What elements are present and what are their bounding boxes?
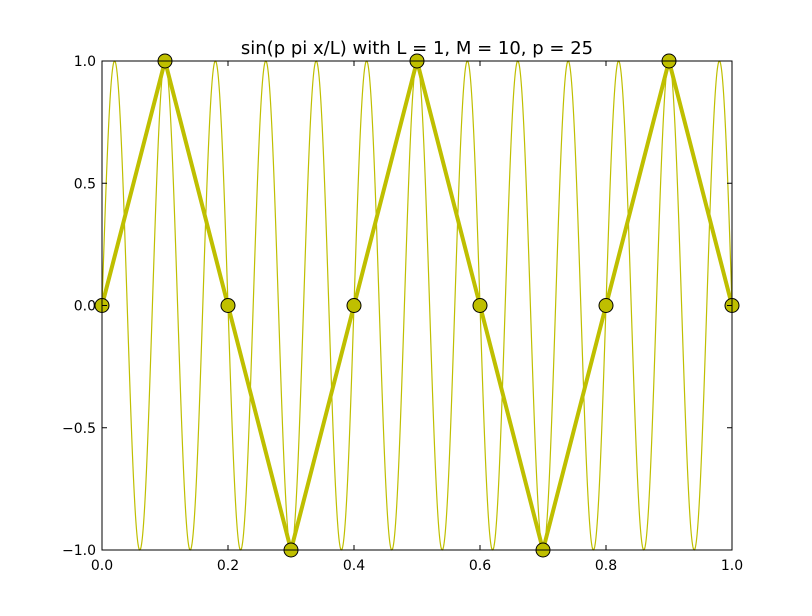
y-tick-label: −0.5 <box>62 421 96 437</box>
data-point <box>346 298 362 313</box>
x-tick-label: 1.0 <box>721 558 743 574</box>
data-point <box>220 298 236 313</box>
chart-title: sin(p pi x/L) with L = 1, M = 10, p = 25 <box>241 38 593 59</box>
x-tick-label: 0.8 <box>595 558 617 574</box>
data-point <box>472 298 488 313</box>
data-point <box>598 298 614 313</box>
x-tick-label: 0.6 <box>469 558 491 574</box>
x-tick-label: 0.0 <box>91 558 113 574</box>
x-tick-label: 0.2 <box>217 558 239 574</box>
continuous-curve <box>101 60 733 551</box>
x-tick-label: 0.4 <box>343 558 365 574</box>
y-tick-label: 1.0 <box>74 54 96 70</box>
y-tick-label: 0.0 <box>74 299 96 315</box>
y-tick-label: −1.0 <box>62 543 96 559</box>
y-tick-label: 0.5 <box>74 176 96 192</box>
